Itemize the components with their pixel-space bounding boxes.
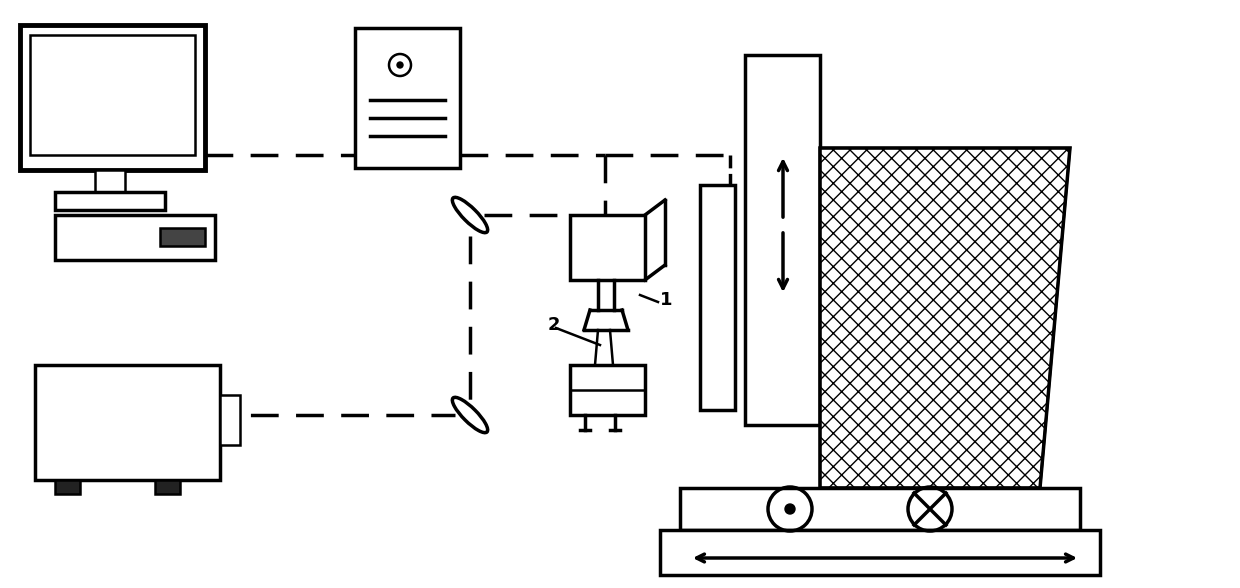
- Bar: [570, 215, 645, 280]
- Bar: [95, 170, 125, 192]
- Bar: [219, 395, 241, 445]
- Bar: [701, 185, 735, 410]
- Bar: [35, 365, 219, 480]
- Bar: [160, 228, 205, 246]
- Ellipse shape: [453, 397, 487, 433]
- Circle shape: [785, 504, 795, 514]
- Polygon shape: [820, 148, 1070, 488]
- Bar: [155, 480, 180, 494]
- Text: 2: 2: [548, 316, 560, 334]
- Ellipse shape: [453, 198, 487, 233]
- Bar: [660, 530, 1100, 575]
- Bar: [355, 28, 460, 168]
- Bar: [30, 35, 195, 155]
- Bar: [745, 55, 820, 425]
- Bar: [55, 215, 215, 260]
- Bar: [570, 365, 645, 415]
- Bar: [20, 25, 205, 170]
- Circle shape: [397, 62, 403, 68]
- Bar: [55, 480, 81, 494]
- Bar: [55, 192, 165, 210]
- Text: 1: 1: [660, 291, 672, 309]
- Bar: [680, 488, 1080, 530]
